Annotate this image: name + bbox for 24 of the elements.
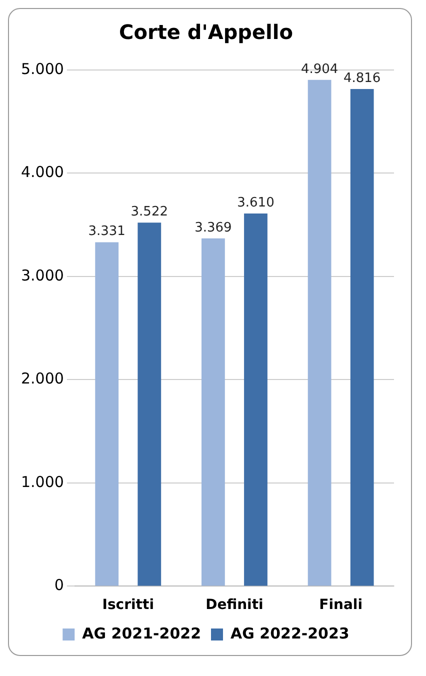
bar bbox=[95, 242, 119, 586]
y-tick-label: 1.000 bbox=[20, 472, 64, 491]
y-tick-label: 4.000 bbox=[20, 163, 64, 182]
x-tick-label: Iscritti bbox=[102, 597, 154, 614]
bar bbox=[244, 214, 268, 586]
y-tick-label: 0 bbox=[54, 576, 64, 594]
data-label: 4.904 bbox=[300, 62, 338, 77]
bar bbox=[138, 222, 162, 586]
bar bbox=[308, 80, 332, 586]
data-label: 3.369 bbox=[194, 220, 232, 236]
bar bbox=[350, 88, 374, 586]
y-tick-label: 5.000 bbox=[20, 60, 64, 78]
legend-label: AG 2022-2023 bbox=[230, 624, 350, 642]
y-tick-label: 2.000 bbox=[20, 370, 64, 388]
data-label: 4.816 bbox=[343, 70, 381, 86]
x-tick-label: Definiti bbox=[206, 597, 264, 614]
bar bbox=[202, 238, 225, 586]
legend-label: AG 2021-2022 bbox=[82, 624, 202, 642]
x-tick-label: Finali bbox=[319, 597, 363, 614]
data-label: 3.610 bbox=[237, 195, 274, 210]
data-label: 3.331 bbox=[88, 224, 126, 240]
data-label: 3.522 bbox=[130, 204, 168, 220]
chart-title: Corte d'Appello bbox=[119, 20, 293, 44]
y-tick-label: 3.000 bbox=[20, 266, 64, 284]
